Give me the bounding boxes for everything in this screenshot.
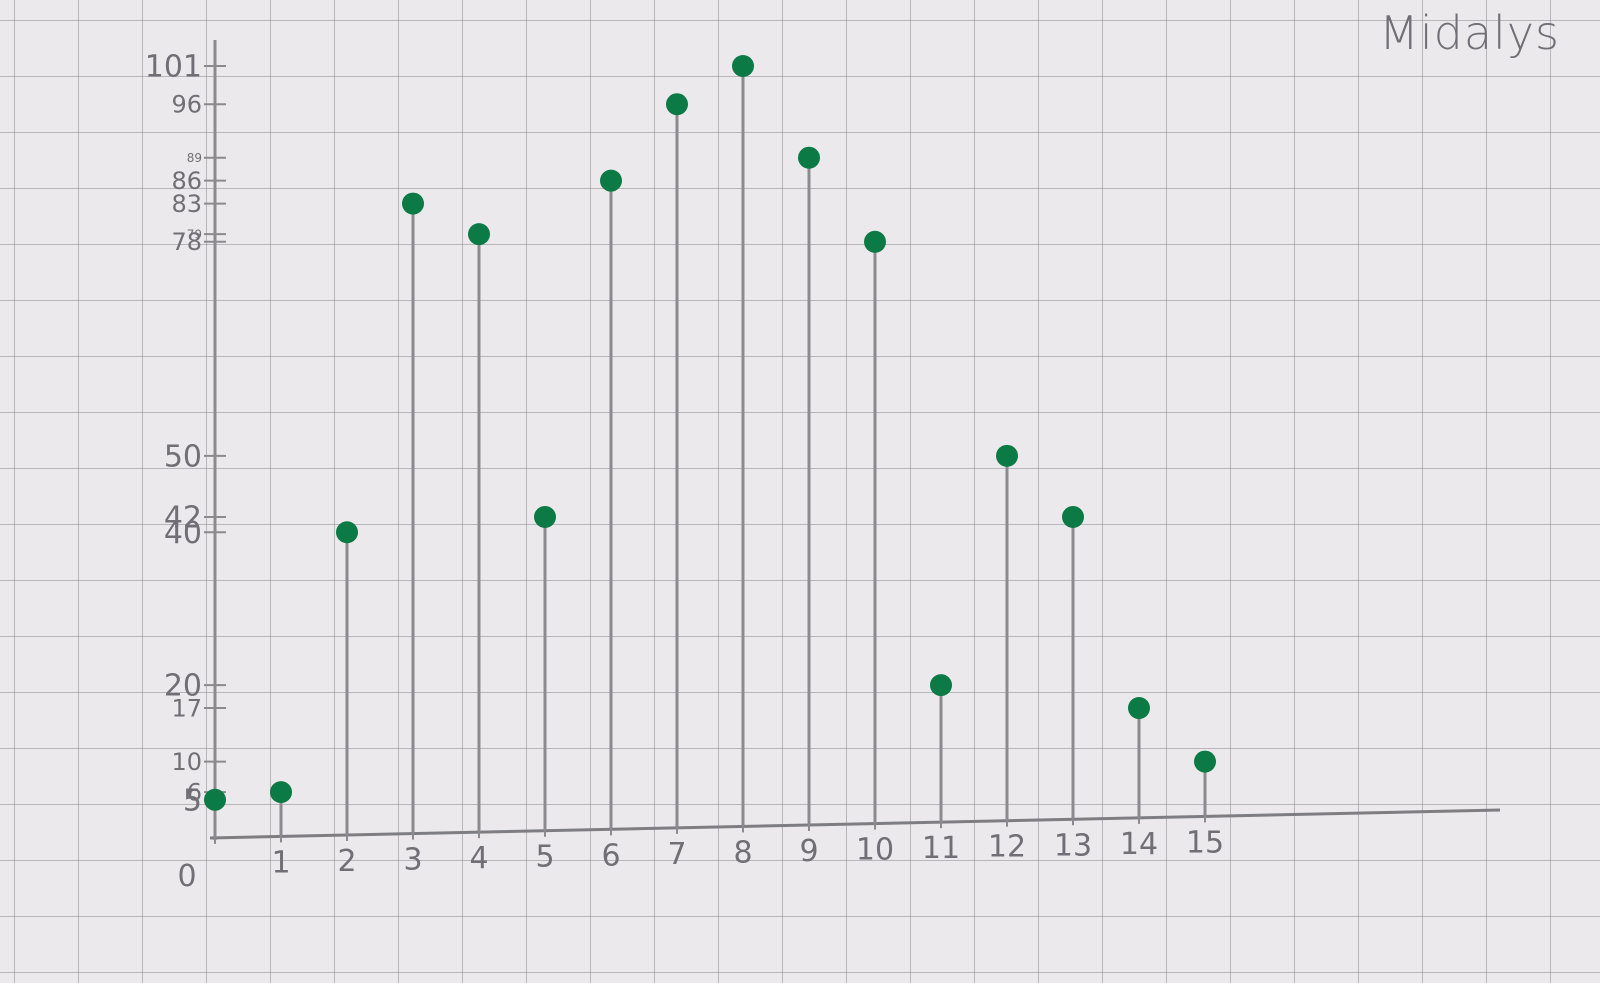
y-tick-label-83: 83 [171,190,202,218]
x-tick-label-13: 13 [1054,828,1092,863]
x-tick-label-9: 9 [799,834,818,869]
x-tick-label-11: 11 [922,831,960,866]
x-tick-label-2: 2 [337,844,356,879]
y-tick-label-17: 17 [171,694,202,722]
y-tick-label-78: 78 [171,228,202,256]
y-tick-label-86: 86 [171,167,202,195]
x-tick-label-8: 8 [733,835,752,870]
x-ticks: 0 1 2 3 4 5 6 7 8 9 10 11 12 13 14 15 [177,810,1224,894]
data-point-14 [1128,697,1150,720]
data-point-11 [930,674,952,697]
x-tick-label-6: 6 [601,838,620,873]
x-tick-label-7: 7 [667,837,686,872]
x-tick-label-14: 14 [1120,827,1158,862]
data-point-9 [798,146,820,169]
x-tick-label-10: 10 [856,833,894,868]
data-point-10 [864,230,886,253]
x-tick-label-5: 5 [535,840,554,875]
x-tick-label-12: 12 [988,830,1026,865]
data-point-5 [534,505,556,528]
data-point-2 [336,521,358,544]
x-tick-label-3: 3 [403,843,422,878]
y-tick-label-101: 101 [145,50,202,85]
y-tick-label-96: 96 [171,91,202,119]
data-point-8 [732,55,754,77]
axes [209,40,1501,840]
x-tick-label-0: 0 [177,859,196,894]
data-point-13 [1062,505,1084,528]
markers [204,55,1216,811]
stems [213,66,1207,838]
y-tick-label-40: 40 [164,516,202,551]
data-point-6 [600,169,622,192]
y-tick-label-79: 79 [187,227,202,241]
y-tick-label-10: 10 [171,748,202,776]
data-point-7 [666,93,688,116]
y-tick-label-42: 42 [164,500,202,535]
data-point-12 [996,444,1018,467]
y-tick-label-89: 89 [187,151,202,165]
y-tick-label-6: 6 [187,779,202,807]
data-point-15 [1194,750,1216,773]
y-tick-label-5: 5 [183,783,202,818]
data-point-3 [402,192,424,215]
x-tick-label-4: 4 [469,841,488,876]
data-point-0 [204,788,226,811]
y-tick-label-20: 20 [164,669,202,704]
data-point-1 [270,781,292,804]
x-tick-label-15: 15 [1186,825,1224,860]
x-tick-label-1: 1 [271,845,290,880]
author-name: Midalys [1379,6,1560,60]
data-point-4 [468,223,490,246]
x-axis [209,808,1501,840]
y-tick-label-50: 50 [164,439,202,474]
